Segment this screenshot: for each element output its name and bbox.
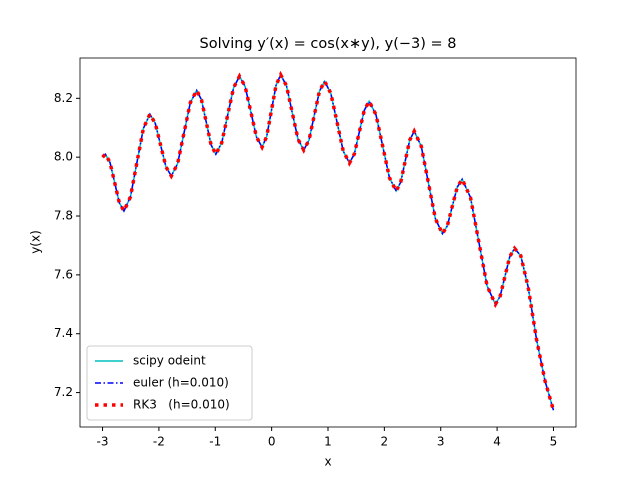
x-tick-label: -2 xyxy=(153,435,165,449)
chart-title: Solving y′(x) = cos(x∗y), y(−3) = 8 xyxy=(200,36,457,52)
x-tick-label: 0 xyxy=(268,435,276,449)
x-tick-label: 3 xyxy=(437,435,445,449)
x-tick-label: 2 xyxy=(381,435,389,449)
x-tick-label: 1 xyxy=(324,435,332,449)
y-tick-label: 8.0 xyxy=(54,150,73,164)
y-tick-label: 7.8 xyxy=(54,209,73,223)
x-axis-label: x xyxy=(324,455,331,469)
x-tick-label: -1 xyxy=(209,435,221,449)
y-tick-label: 7.6 xyxy=(54,267,73,281)
legend-label: euler (h=0.010) xyxy=(133,376,229,390)
series-line xyxy=(101,70,556,411)
legend-label: scipy odeint xyxy=(133,354,206,368)
y-axis-label: y(x) xyxy=(29,230,43,254)
y-tick-label: 8.2 xyxy=(54,91,73,105)
series-line xyxy=(102,73,555,411)
x-tick-label: 5 xyxy=(550,435,558,449)
y-tick-label: 7.4 xyxy=(54,326,73,340)
legend-box xyxy=(86,345,253,421)
plot-frame xyxy=(79,57,577,428)
legend-label: RK3 (h=0.010) xyxy=(133,398,230,412)
x-tick-label: -3 xyxy=(97,435,109,449)
y-tick-label: 7.2 xyxy=(54,385,73,399)
x-tick-label: 4 xyxy=(493,435,501,449)
